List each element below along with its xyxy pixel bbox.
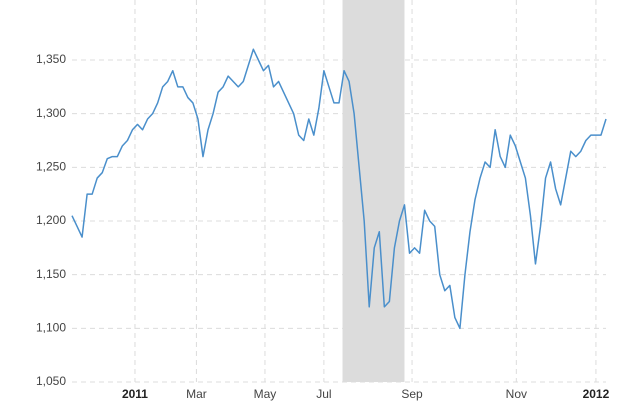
x-tick-label: Sep: [401, 387, 423, 401]
y-tick-label: 1,050: [36, 374, 66, 388]
shaded-period: [342, 0, 405, 382]
y-tick-label: 1,250: [36, 160, 66, 174]
data-line: [71, 48, 607, 330]
x-tick-label: Nov: [506, 387, 527, 401]
x-tick-label: May: [254, 387, 277, 401]
x-tick-label: 2012: [583, 387, 610, 401]
x-tick-label: 2011: [122, 387, 148, 401]
y-tick-label: 1,150: [36, 267, 66, 281]
y-tick-label: 1,100: [36, 321, 66, 335]
x-tick-label: Jul: [316, 387, 331, 401]
y-tick-label: 1,200: [36, 213, 66, 227]
y-tick-label: 1,350: [36, 52, 66, 66]
x-tick-label: Mar: [186, 387, 207, 401]
y-tick-label: 1,300: [36, 106, 66, 120]
